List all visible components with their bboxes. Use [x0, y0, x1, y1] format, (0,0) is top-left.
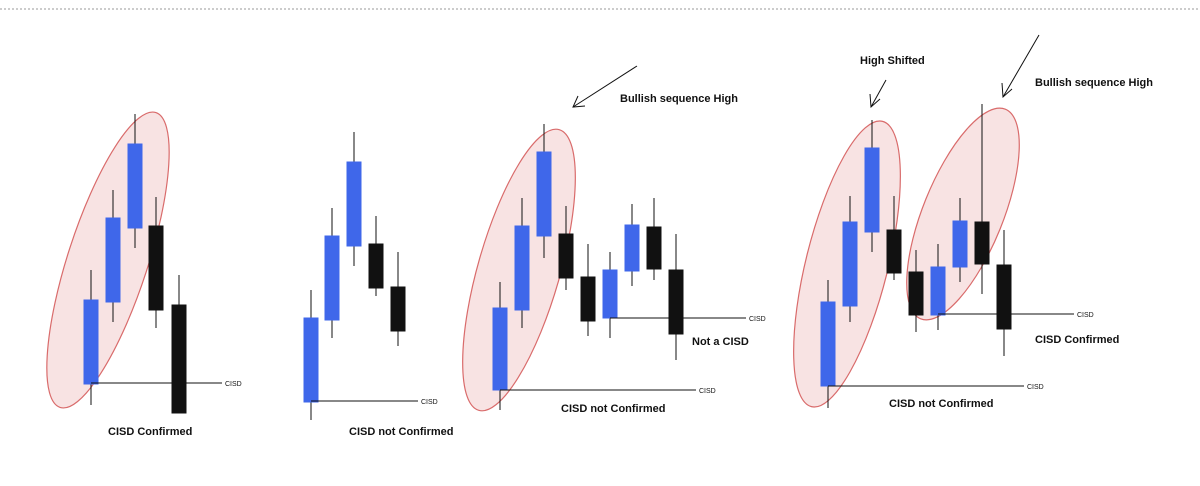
annotation: Bullish sequence High: [1035, 77, 1153, 89]
panel-3: CISD CISD Not a CISD CISD not Confirmed …: [462, 65, 766, 415]
candle: [580, 244, 596, 336]
candle: [368, 216, 384, 296]
panel-4: CISD CISD CISD Confirmed CISD not Confir…: [793, 34, 1153, 410]
arrow: [870, 79, 887, 108]
cisd-level-label: CISD: [699, 388, 716, 395]
panel-caption: CISD not Confirmed: [349, 426, 454, 438]
arrowhead: [869, 93, 881, 109]
cisd-level-label: CISD: [225, 381, 242, 388]
candle: [996, 230, 1012, 356]
inner-caption: Not a CISD: [692, 336, 749, 348]
highlight-ellipse: [906, 107, 1020, 321]
candle: [514, 198, 530, 328]
inner-cisd-level-label: CISD: [749, 316, 766, 323]
candle: [886, 196, 902, 280]
panel-caption: CISD not Confirmed: [561, 403, 666, 415]
candle: [602, 252, 618, 338]
cisd-level-label: CISD: [421, 399, 438, 406]
arrow: [572, 65, 638, 108]
candle: [346, 132, 362, 266]
inner-cisd-level-label: CISD: [1077, 312, 1094, 319]
candle: [127, 114, 143, 248]
candle: [105, 190, 121, 322]
panel-2: CISD CISD not Confirmed: [303, 132, 454, 438]
candle: [908, 250, 924, 332]
candle: [930, 244, 946, 330]
candle: [646, 198, 662, 280]
candle: [171, 275, 187, 414]
panel-caption: CISD Confirmed: [108, 426, 192, 438]
candle: [952, 198, 968, 282]
candle: [558, 206, 574, 290]
arrow: [1002, 34, 1040, 98]
panel-caption: CISD not Confirmed: [889, 398, 994, 410]
panel-1: CISD CISD Confirmed: [46, 111, 242, 438]
candle: [324, 208, 340, 338]
annotation: Bullish sequence High: [620, 93, 738, 105]
candle: [624, 204, 640, 286]
candle: [842, 196, 858, 322]
candle: [148, 197, 164, 328]
candle: [668, 234, 684, 360]
candle: [390, 252, 406, 346]
candle: [864, 120, 880, 252]
cisd-level-label: CISD: [1027, 384, 1044, 391]
arrowhead: [572, 95, 586, 108]
inner-caption: CISD Confirmed: [1035, 334, 1119, 346]
annotation: High Shifted: [860, 55, 925, 67]
candle: [536, 124, 552, 258]
candle: [974, 104, 990, 294]
arrowhead: [1001, 82, 1013, 99]
candle: [303, 290, 319, 420]
